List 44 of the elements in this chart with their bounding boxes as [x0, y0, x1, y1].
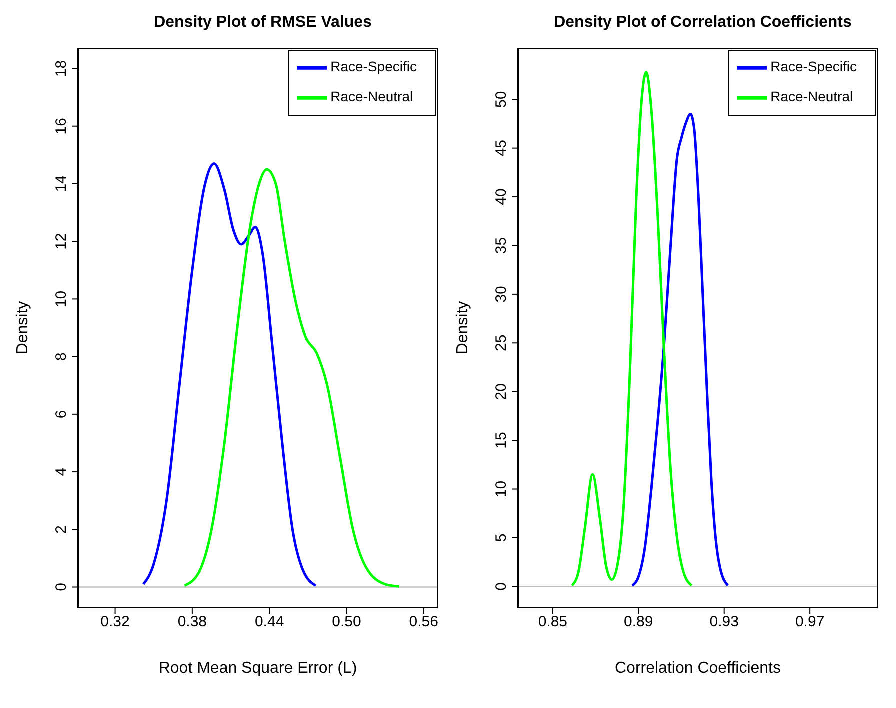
x-tick-label: 0.38 [178, 614, 208, 631]
y-tick-label: 8 [53, 352, 70, 361]
y-tick-label: 10 [53, 290, 70, 308]
y-tick-label: 18 [53, 60, 70, 78]
x-tick-label: 0.93 [710, 614, 739, 631]
line-series [570, 71, 694, 587]
y-tick-label: 20 [493, 384, 510, 400]
y-tick-label: 14 [53, 176, 70, 192]
y-tick-label: 30 [493, 286, 510, 303]
x-tick-label: 0.89 [624, 614, 654, 631]
x-tick-label: 0.44 [254, 614, 284, 631]
chart-title: Density Plot of RMSE Values [153, 13, 373, 33]
y-axis-title: Density [454, 301, 472, 355]
x-tick-label: 0.97 [795, 614, 825, 631]
y-tick-label: 15 [493, 432, 510, 449]
y-tick-label: 40 [493, 188, 510, 206]
x-tick-label: 0.56 [409, 614, 438, 631]
y-tick-label: 0 [53, 583, 70, 592]
x-tick-label: 0.50 [332, 614, 362, 631]
y-tick-label: 2 [53, 525, 70, 534]
y-axis-title: Density [14, 301, 32, 355]
y-tick-label: 4 [53, 468, 70, 476]
y-tick-label: 16 [53, 118, 70, 135]
y-tick-label: 12 [53, 233, 70, 250]
x-axis-title: Root Mean Square Error (L) [158, 660, 358, 677]
y-tick-label: 0 [493, 582, 510, 591]
legend-label: Race-Neutral [330, 88, 414, 105]
line-series [183, 168, 401, 588]
x-axis-title: Correlation Coefficients [614, 660, 782, 677]
line-series [142, 162, 318, 588]
x-tick-label: 0.85 [538, 614, 568, 631]
y-tick-label: 45 [493, 140, 510, 157]
chart-title: Density Plot of Correlation Coefficients [553, 13, 853, 33]
legend-label: Race-Neutral [770, 88, 854, 105]
y-tick-label: 50 [493, 91, 510, 108]
y-tick-label: 10 [493, 480, 510, 498]
x-tick-label: 0.32 [100, 614, 130, 631]
y-tick-label: 35 [493, 237, 510, 254]
line-series [631, 112, 730, 587]
y-tick-label: 6 [53, 410, 70, 419]
legend-label: Race-Specific [770, 58, 857, 75]
y-tick-label: 25 [493, 334, 510, 352]
y-tick-label: 5 [493, 534, 510, 542]
legend-label: Race-Specific [330, 58, 417, 75]
